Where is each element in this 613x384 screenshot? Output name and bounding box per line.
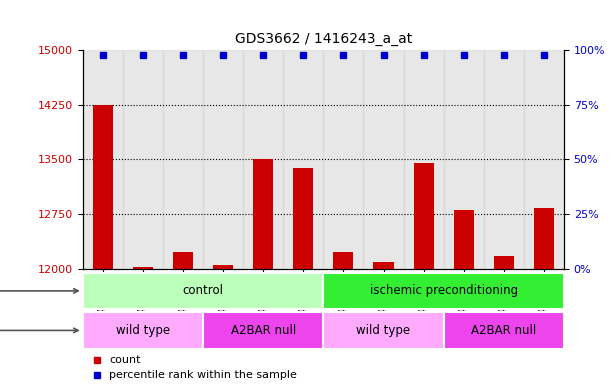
Bar [133, 267, 153, 269]
Text: A2BAR null: A2BAR null [471, 324, 536, 337]
Text: protocol: protocol [0, 286, 78, 296]
Bar [243, 50, 283, 269]
Bar [324, 273, 564, 309]
Text: wild type: wild type [356, 324, 411, 337]
Bar [484, 50, 524, 269]
Bar [364, 50, 403, 269]
Bar [93, 105, 113, 269]
Text: control: control [183, 285, 224, 297]
Text: ischemic preconditioning: ischemic preconditioning [370, 285, 518, 297]
Bar [283, 50, 324, 269]
Bar [173, 252, 193, 269]
Bar [83, 50, 123, 269]
Bar [524, 50, 564, 269]
Bar [444, 312, 564, 349]
Bar [213, 265, 233, 269]
Text: percentile rank within the sample: percentile rank within the sample [109, 370, 297, 380]
Bar [403, 50, 444, 269]
Bar [444, 50, 484, 269]
Bar [123, 50, 163, 269]
Bar [293, 168, 313, 269]
Text: genotype/variation: genotype/variation [0, 325, 78, 336]
Text: count: count [109, 356, 141, 366]
Text: A2BAR null: A2BAR null [230, 324, 296, 337]
Bar [454, 210, 474, 269]
Text: wild type: wild type [116, 324, 170, 337]
Bar [324, 50, 364, 269]
Bar [83, 312, 203, 349]
Title: GDS3662 / 1416243_a_at: GDS3662 / 1416243_a_at [235, 32, 412, 46]
Bar [494, 257, 514, 269]
Bar [373, 262, 394, 269]
Bar [203, 312, 324, 349]
Bar [414, 163, 433, 269]
Bar [163, 50, 203, 269]
Bar [253, 159, 273, 269]
Bar [83, 273, 324, 309]
Bar [324, 312, 444, 349]
Bar [203, 50, 243, 269]
Bar [534, 208, 554, 269]
Bar [333, 252, 354, 269]
